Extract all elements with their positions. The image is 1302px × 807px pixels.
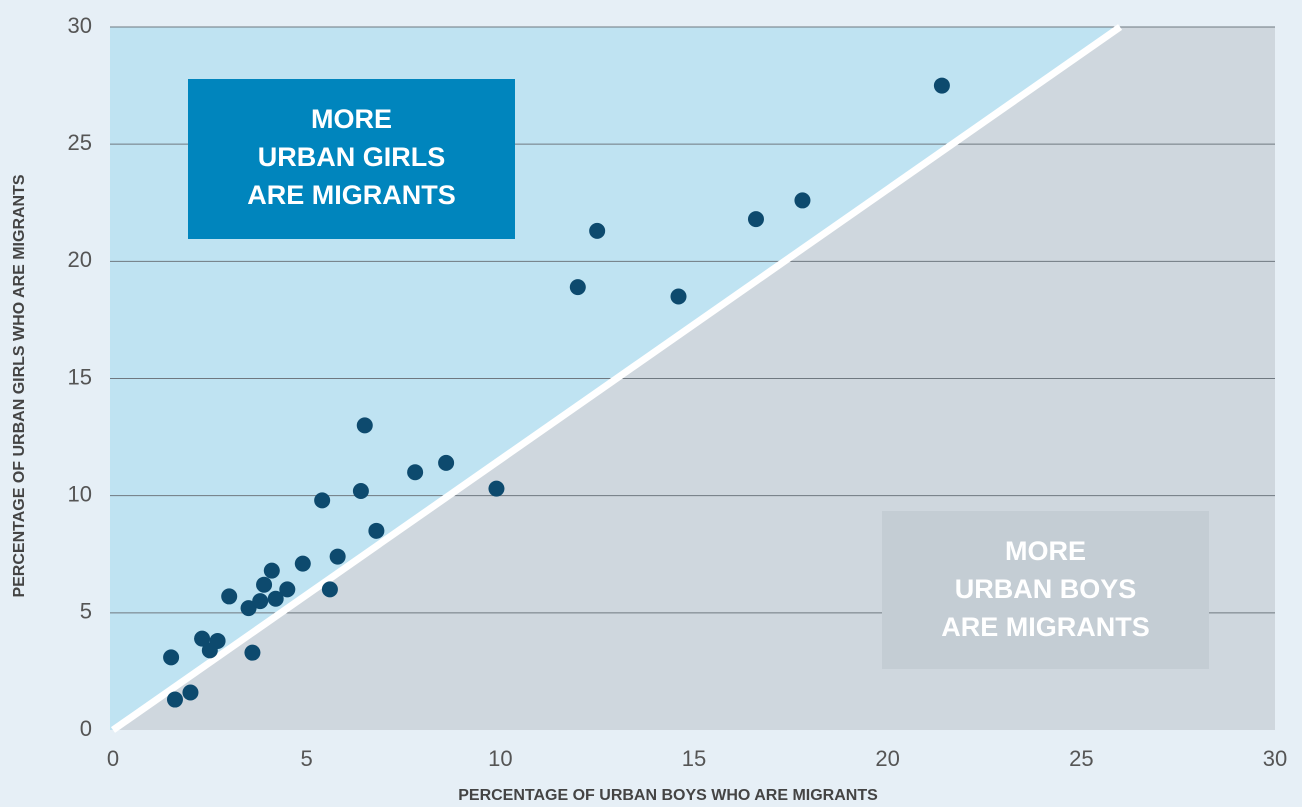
- point: [240, 600, 257, 617]
- y-tick-label: 30: [68, 13, 92, 38]
- point: [589, 222, 606, 239]
- point: [407, 464, 424, 481]
- point: [163, 649, 180, 666]
- x-axis-title: PERCENTAGE OF URBAN BOYS WHO ARE MIGRANT…: [458, 787, 878, 804]
- x-tick-label: 30: [1263, 746, 1287, 771]
- y-tick-label: 15: [68, 364, 92, 389]
- point: [569, 279, 586, 296]
- point: [194, 630, 211, 647]
- point: [368, 522, 385, 539]
- annotation-text: ARE MIGRANTS: [941, 612, 1150, 642]
- annotation-text: URBAN GIRLS: [258, 142, 446, 172]
- point: [329, 548, 346, 565]
- y-tick-label: 10: [68, 481, 92, 506]
- point: [267, 590, 284, 607]
- point: [166, 691, 183, 708]
- point: [182, 684, 199, 701]
- point: [670, 288, 687, 305]
- y-tick-label: 0: [80, 716, 92, 741]
- x-tick-label: 5: [301, 746, 313, 771]
- point: [747, 211, 764, 228]
- y-axis-title: PERCENTAGE OF URBAN GIRLS WHO ARE MIGRAN…: [11, 174, 28, 597]
- point: [221, 588, 238, 605]
- point: [321, 581, 338, 598]
- point: [794, 192, 811, 209]
- annotation-text: MORE: [311, 104, 392, 134]
- point: [279, 581, 296, 598]
- x-tick-label: 15: [682, 746, 706, 771]
- point: [244, 644, 261, 661]
- annotation-box: [882, 511, 1209, 669]
- x-tick-label: 10: [488, 746, 512, 771]
- point: [356, 417, 373, 434]
- point: [263, 562, 280, 579]
- point: [438, 454, 455, 471]
- point: [294, 555, 311, 572]
- x-tick-label: 25: [1069, 746, 1093, 771]
- annotation-text: ARE MIGRANTS: [247, 180, 456, 210]
- point: [933, 77, 950, 94]
- x-tick-label: 20: [875, 746, 899, 771]
- y-tick-label: 5: [80, 599, 92, 624]
- point: [488, 480, 505, 497]
- annotation-box: [188, 79, 515, 239]
- y-tick-label: 25: [68, 130, 92, 155]
- annotation-text: URBAN BOYS: [955, 574, 1137, 604]
- annotation-text: MORE: [1005, 536, 1086, 566]
- point: [252, 593, 269, 610]
- point: [314, 492, 331, 509]
- diagonal-line: [110, 24, 1123, 733]
- point: [209, 632, 226, 649]
- y-tick-label: 20: [68, 247, 92, 272]
- x-tick-label: 0: [107, 746, 119, 771]
- point: [256, 576, 273, 593]
- point: [352, 482, 369, 499]
